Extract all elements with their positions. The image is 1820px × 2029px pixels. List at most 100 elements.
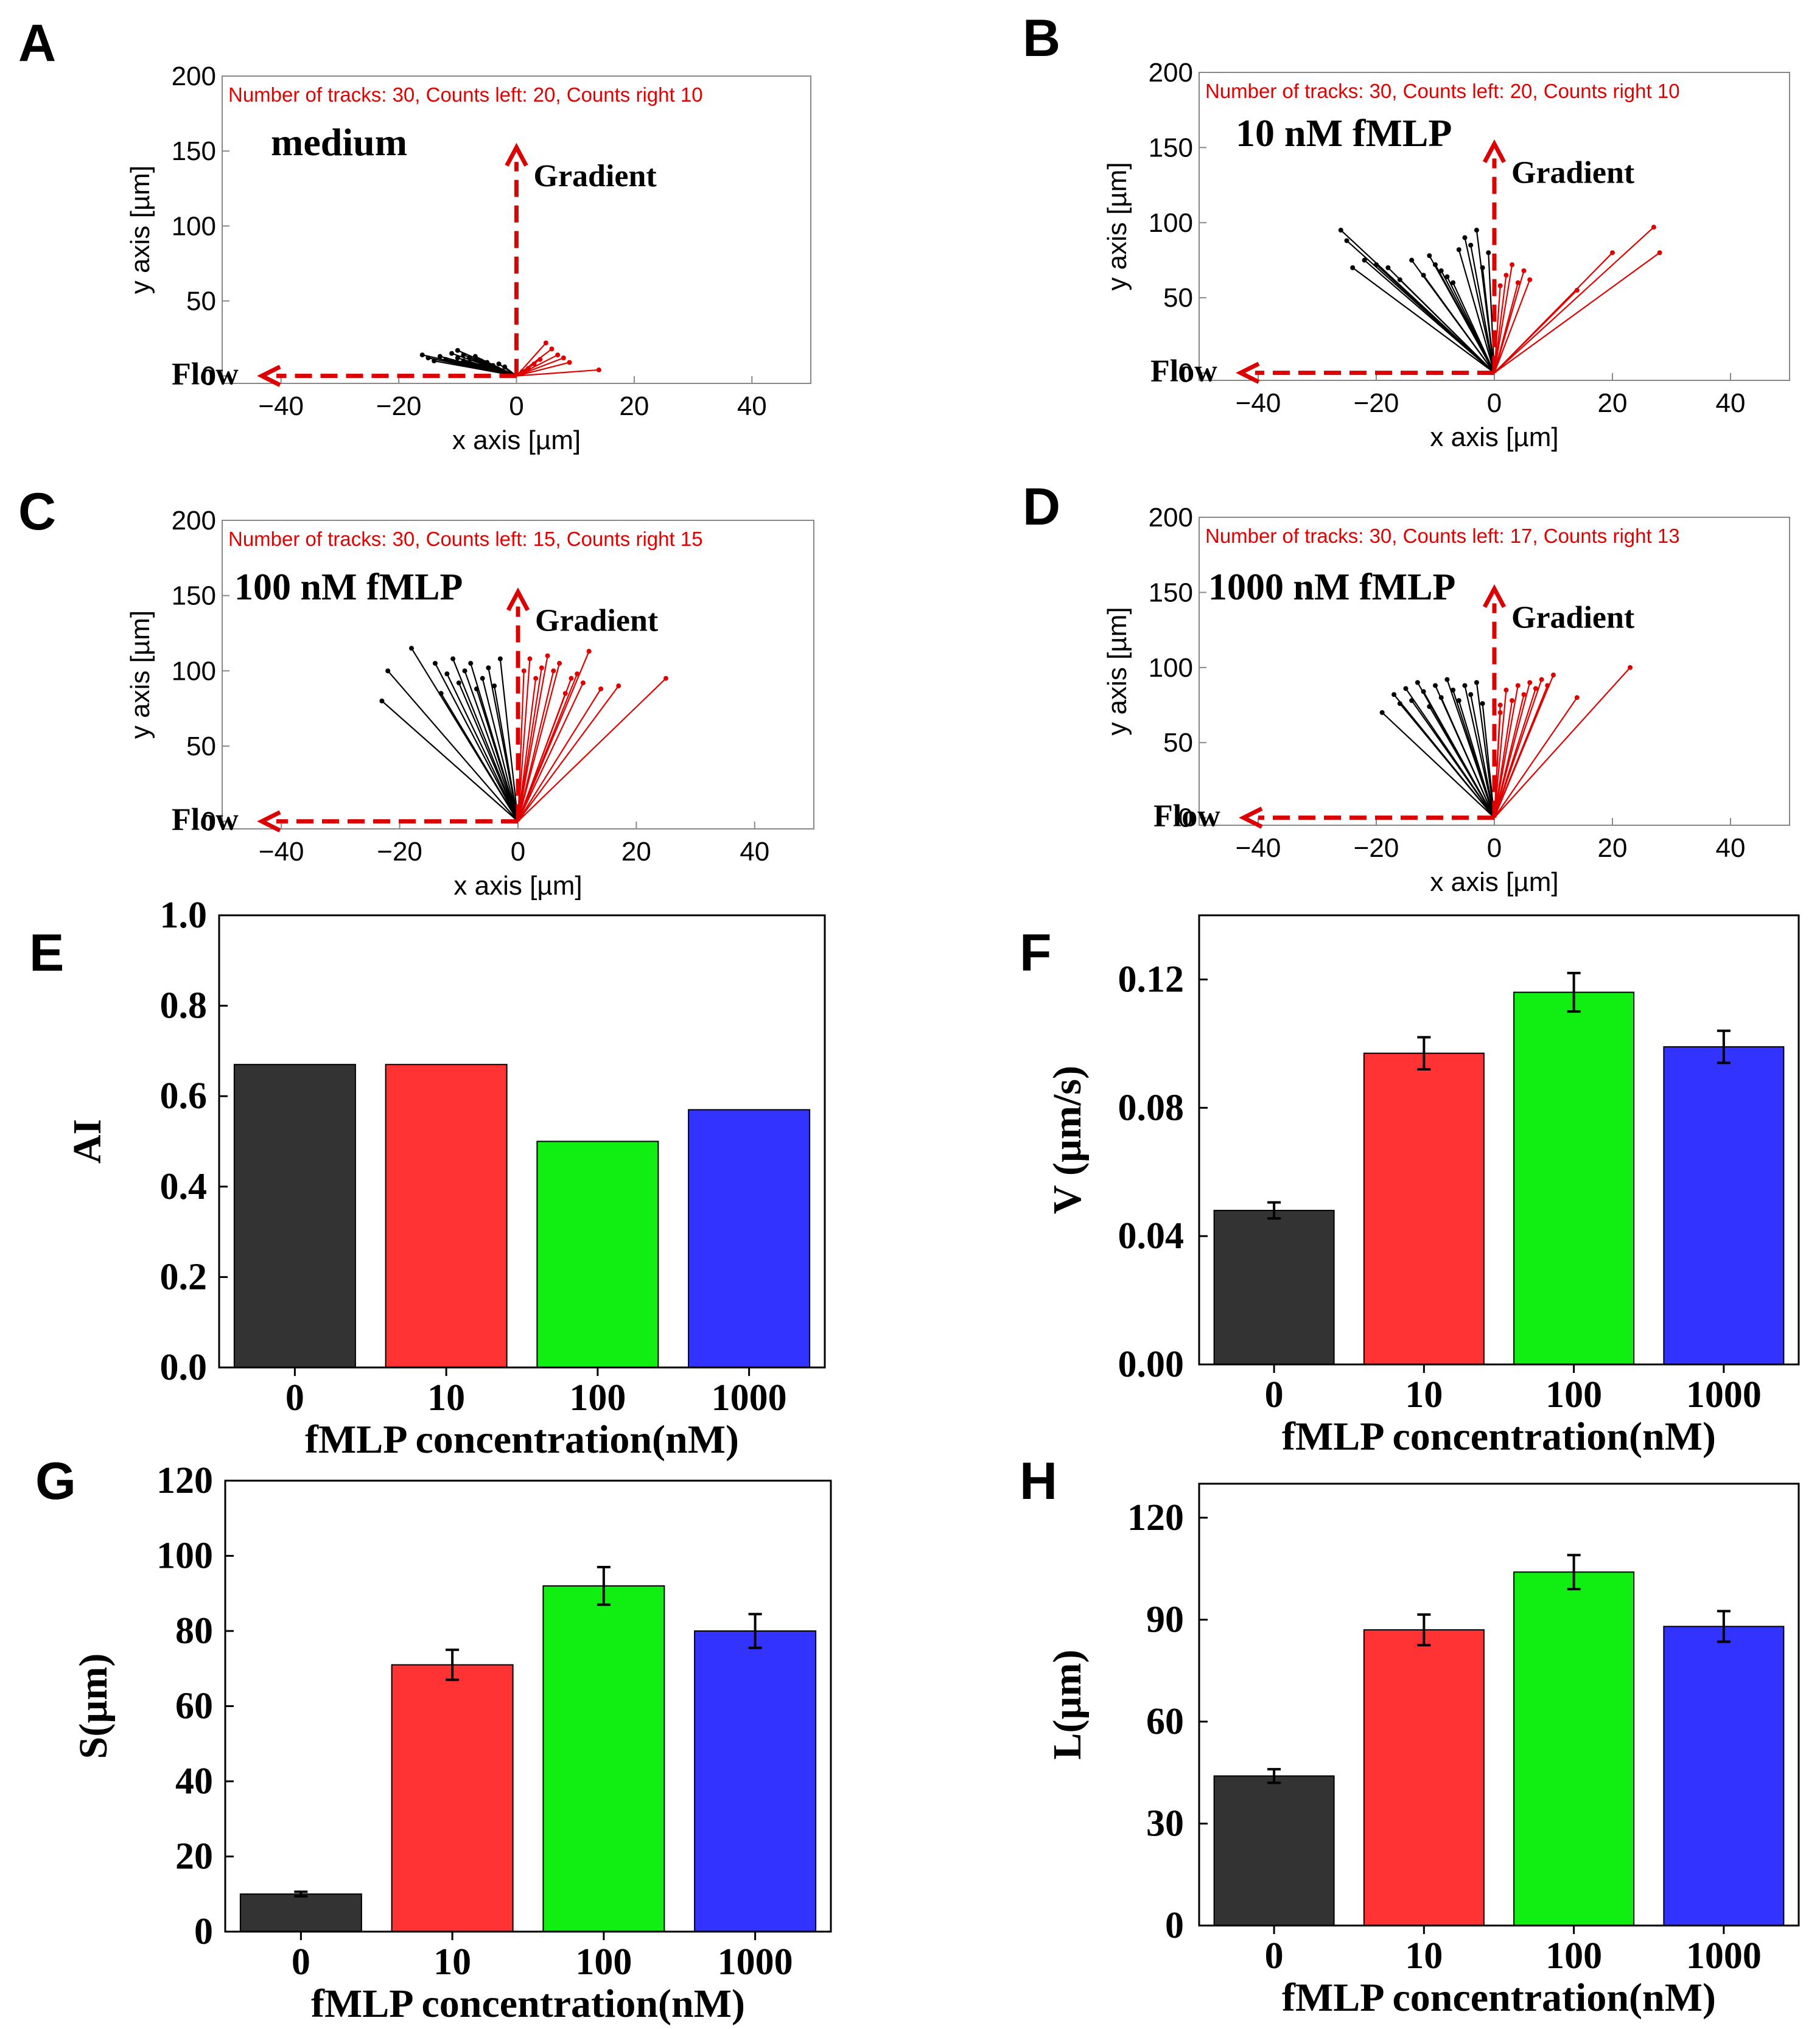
track-line-left: [1411, 700, 1495, 819]
track-panel-a: A −40 −20 0 20 40 0 50 100 150 200 x axis [µm] y axi…: [18, 14, 811, 455]
track-line-left: [434, 663, 519, 822]
track-end-point-left: [437, 354, 443, 359]
track-end-point-left: [438, 691, 444, 696]
track-end-point-right: [1574, 287, 1580, 293]
x-tick-label: 40: [737, 391, 767, 421]
track-end-point-left: [1391, 692, 1397, 697]
track-line-left: [433, 360, 517, 377]
plot-frame: [1198, 1482, 1800, 1927]
y-tick-label: 200: [1149, 503, 1193, 533]
x-tick-label: −40: [1236, 388, 1281, 418]
x-tick-label: 10: [1405, 1374, 1443, 1416]
track-end-point-right: [616, 683, 621, 689]
track-end-point-left: [1468, 242, 1474, 248]
x-tick-label: −40: [259, 837, 304, 867]
y-tick-label: 0.12: [1118, 959, 1185, 1000]
x-tick-label: 0: [1487, 388, 1502, 418]
y-tick-label: 150: [1149, 133, 1193, 162]
track-line-left: [1458, 700, 1496, 818]
y-tick-label: 0: [201, 361, 216, 391]
track-line-right: [1494, 290, 1578, 374]
track-end-point-left: [432, 660, 438, 666]
y-tick-label: 150: [172, 136, 216, 166]
track-end-point-left: [1403, 686, 1409, 691]
track-end-point-right: [596, 367, 601, 372]
x-axis-title: fMLP concentration(nM): [1282, 1414, 1716, 1459]
track-line-right: [516, 361, 570, 377]
track-end-point-left: [1415, 680, 1420, 685]
condition-label: 1000 nM fMLP: [1208, 567, 1455, 608]
track-end-point-right: [1521, 692, 1527, 697]
track-end-point-left: [1350, 265, 1356, 270]
track-end-point-left: [444, 671, 450, 677]
gradient-arrow-head: [1482, 139, 1507, 164]
track-end-point-right: [1515, 683, 1521, 688]
bar: [1513, 1571, 1635, 1926]
track-line-right: [1493, 694, 1525, 818]
track-count-info: Number of tracks: 30, Counts left: 15, C…: [228, 528, 703, 550]
track-end-point-left: [1433, 683, 1438, 688]
track-end-point-right: [549, 346, 555, 352]
x-tick-label: 20: [621, 837, 651, 867]
y-tick-label: 0: [1178, 358, 1193, 388]
x-tick-label: 0: [285, 1377, 304, 1419]
track-end-point-right: [520, 369, 525, 374]
gradient-arrow-head: [1482, 584, 1507, 609]
y-tick-label: 100: [1149, 653, 1193, 683]
track-end-point-right: [1657, 250, 1662, 256]
track-end-point-right: [525, 366, 531, 371]
y-tick-label: 0: [1178, 803, 1193, 833]
track-end-point-right: [1503, 273, 1509, 278]
track-line-left: [1464, 237, 1496, 373]
y-axis-title: y axis [µm]: [1102, 162, 1132, 290]
y-tick-label: 0.08: [1118, 1087, 1185, 1128]
gradient-arrow-head: [505, 142, 528, 167]
bar-panel-f: F 0 10 100 1000 0.00 0.04 0.08 0.12 fMLP concentr…: [1020, 914, 1800, 1459]
track-end-point-right: [531, 361, 537, 366]
y-axis-title: y axis [µm]: [125, 166, 155, 294]
track-end-point-left: [461, 358, 466, 364]
track-end-point-right: [663, 676, 668, 681]
bar: [1663, 1046, 1785, 1365]
x-axis-title: x axis [µm]: [453, 871, 582, 901]
track-end-point-left: [1421, 689, 1426, 694]
track-line-left: [387, 670, 519, 822]
track-line-left: [1482, 267, 1496, 373]
track-end-point-right: [555, 352, 561, 358]
panel-letter: B: [1023, 9, 1060, 68]
y-tick-label: 0: [201, 807, 216, 837]
gradient-label: Gradient: [534, 159, 657, 194]
track-line-right: [517, 688, 602, 822]
y-tick-label: 50: [186, 287, 216, 316]
track-line-left: [475, 688, 519, 822]
track-line-left: [1452, 282, 1495, 374]
track-line-right: [516, 357, 564, 377]
track-end-point-right: [1497, 283, 1503, 288]
x-tick-label: 10: [433, 1941, 471, 1983]
bar: [385, 1064, 508, 1368]
track-end-point-left: [450, 656, 456, 662]
track-end-point-right: [1574, 695, 1580, 700]
x-tick-label: 20: [619, 391, 649, 421]
track-end-point-left: [1456, 247, 1461, 253]
x-tick-label: −20: [377, 837, 422, 867]
x-tick-label: 40: [1716, 833, 1746, 863]
track-end-point-right: [533, 676, 539, 681]
track-line-right: [517, 671, 525, 822]
y-tick-label: 40: [175, 1761, 213, 1802]
y-tick-label: 90: [1146, 1599, 1184, 1640]
track-end-point-left: [1462, 683, 1468, 688]
bar: [391, 1664, 514, 1932]
y-tick-label: 0: [1165, 1905, 1184, 1946]
track-end-point-left: [385, 668, 391, 674]
y-tick-label: 200: [172, 506, 216, 536]
bar: [542, 1585, 665, 1932]
condition-label: 100 nM fMLP: [234, 567, 463, 608]
bar-panel-e: E 0 10 100 1000 0.0 0.2 0.4 0.6 0.8 1.0 fMLP concen…: [29, 895, 826, 1462]
track-end-point-right: [543, 340, 548, 346]
x-tick-label: 1000: [1686, 1935, 1762, 1977]
y-tick-label: 200: [172, 61, 216, 91]
x-axis-title: fMLP concentration(nM): [1282, 1975, 1716, 2020]
y-tick-label: 60: [1146, 1701, 1184, 1742]
